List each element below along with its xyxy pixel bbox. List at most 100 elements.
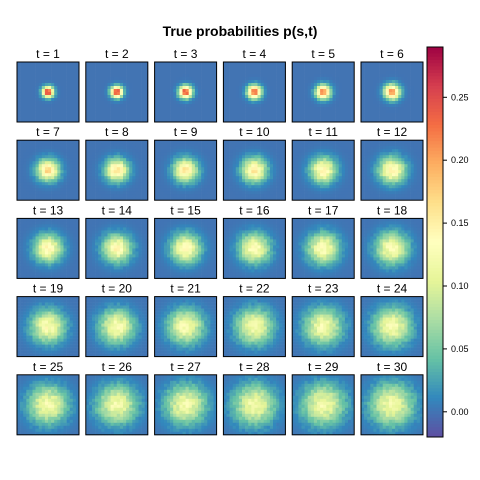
heatmap-cell (42, 104, 45, 107)
heatmap-cell (404, 116, 407, 119)
heatmap-cell (276, 95, 279, 98)
heatmap-cell (142, 77, 145, 80)
heatmap-cell (86, 164, 89, 167)
heatmap-cell (111, 86, 114, 89)
heatmap-cell (111, 101, 114, 104)
heatmap-cell (36, 182, 39, 185)
heatmap-cell (254, 146, 257, 149)
heatmap-cell (276, 68, 279, 71)
heatmap-cell (411, 68, 414, 71)
heatmap-cell (342, 89, 345, 92)
heatmap-cell (239, 113, 242, 116)
heatmap-cell (239, 143, 242, 146)
heatmap-cell (230, 167, 233, 170)
heatmap-cell (64, 146, 67, 149)
heatmap-cell (210, 83, 213, 86)
heatmap-cell (26, 95, 29, 98)
heatmap-cell (242, 80, 245, 83)
heatmap-cell (120, 65, 123, 68)
heatmap-cell (264, 167, 267, 170)
heatmap-cell (239, 83, 242, 86)
heatmap-cell (33, 221, 36, 224)
heatmap-cell (126, 146, 129, 149)
heatmap-cell (173, 89, 176, 92)
heatmap-cell (164, 170, 167, 173)
heatmap-cell (89, 161, 92, 164)
heatmap-cell (326, 146, 329, 149)
heatmap-cell (267, 65, 270, 68)
heatmap-cell (26, 71, 29, 74)
heatmap-cell (70, 233, 73, 236)
heatmap-cell (364, 86, 367, 89)
heatmap-cell (273, 194, 276, 197)
heatmap-cell (86, 179, 89, 182)
heatmap-cell (23, 146, 26, 149)
heatmap-cell (242, 71, 245, 74)
heatmap-cell (270, 101, 273, 104)
heatmap-cell (342, 191, 345, 194)
heatmap-cell (389, 146, 392, 149)
heatmap-cell (339, 65, 342, 68)
heatmap-cell (308, 146, 311, 149)
heatmap-cell (267, 194, 270, 197)
heatmap-cell (23, 113, 26, 116)
heatmap-cell (48, 80, 51, 83)
heatmap-cell (236, 161, 239, 164)
heatmap-cell (383, 113, 386, 116)
heatmap-cell (207, 107, 210, 110)
heatmap-cell (170, 185, 173, 188)
heatmap-cell (45, 101, 48, 104)
heatmap-cell (239, 146, 242, 149)
heatmap-cell (298, 104, 301, 107)
heatmap-cell (398, 179, 401, 182)
heatmap-cell (17, 110, 20, 113)
heatmap-cell (23, 74, 26, 77)
heatmap-cell (132, 182, 135, 185)
heatmap-cell (317, 164, 320, 167)
heatmap-cell (20, 89, 23, 92)
heatmap-cell (95, 182, 98, 185)
heatmap-cell (279, 149, 282, 152)
heatmap-cell (254, 161, 257, 164)
heatmap-cell (333, 89, 336, 92)
heatmap-cell (117, 89, 120, 92)
heatmap-cell (414, 161, 417, 164)
heatmap-cell (367, 155, 370, 158)
heatmap-cell (414, 146, 417, 149)
heatmap-cell (230, 80, 233, 83)
heatmap-cell (51, 236, 54, 239)
heatmap-cell (167, 113, 170, 116)
heatmap-cell (201, 104, 204, 107)
heatmap-cell (192, 83, 195, 86)
heatmap-cell (155, 158, 158, 161)
heatmap-cell (317, 110, 320, 113)
heatmap-cell (408, 92, 411, 95)
heatmap-cell (298, 161, 301, 164)
heatmap-cell (89, 80, 92, 83)
heatmap-cell (233, 104, 236, 107)
heatmap-cell (176, 116, 179, 119)
heatmap-cell (89, 170, 92, 173)
heatmap-cell (170, 149, 173, 152)
heatmap-cell (67, 86, 70, 89)
heatmap-cell (392, 149, 395, 152)
heatmap-cell (167, 101, 170, 104)
heatmap-cell (164, 146, 167, 149)
heatmap-cell (64, 164, 67, 167)
heatmap-cell (242, 188, 245, 191)
heatmap-cell (164, 68, 167, 71)
heatmap-cell (329, 164, 332, 167)
heatmap-cell (408, 104, 411, 107)
heatmap-cell (320, 191, 323, 194)
heatmap-cell (92, 155, 95, 158)
heatmap-cell (204, 143, 207, 146)
heatmap-cell (323, 104, 326, 107)
heatmap-cell (189, 92, 192, 95)
heatmap-cell (230, 161, 233, 164)
heatmap-cell (233, 146, 236, 149)
heatmap-cell (161, 158, 164, 161)
heatmap-cell (33, 86, 36, 89)
heatmap-cell (210, 116, 213, 119)
heatmap-cell (23, 101, 26, 104)
heatmap-cell (204, 185, 207, 188)
